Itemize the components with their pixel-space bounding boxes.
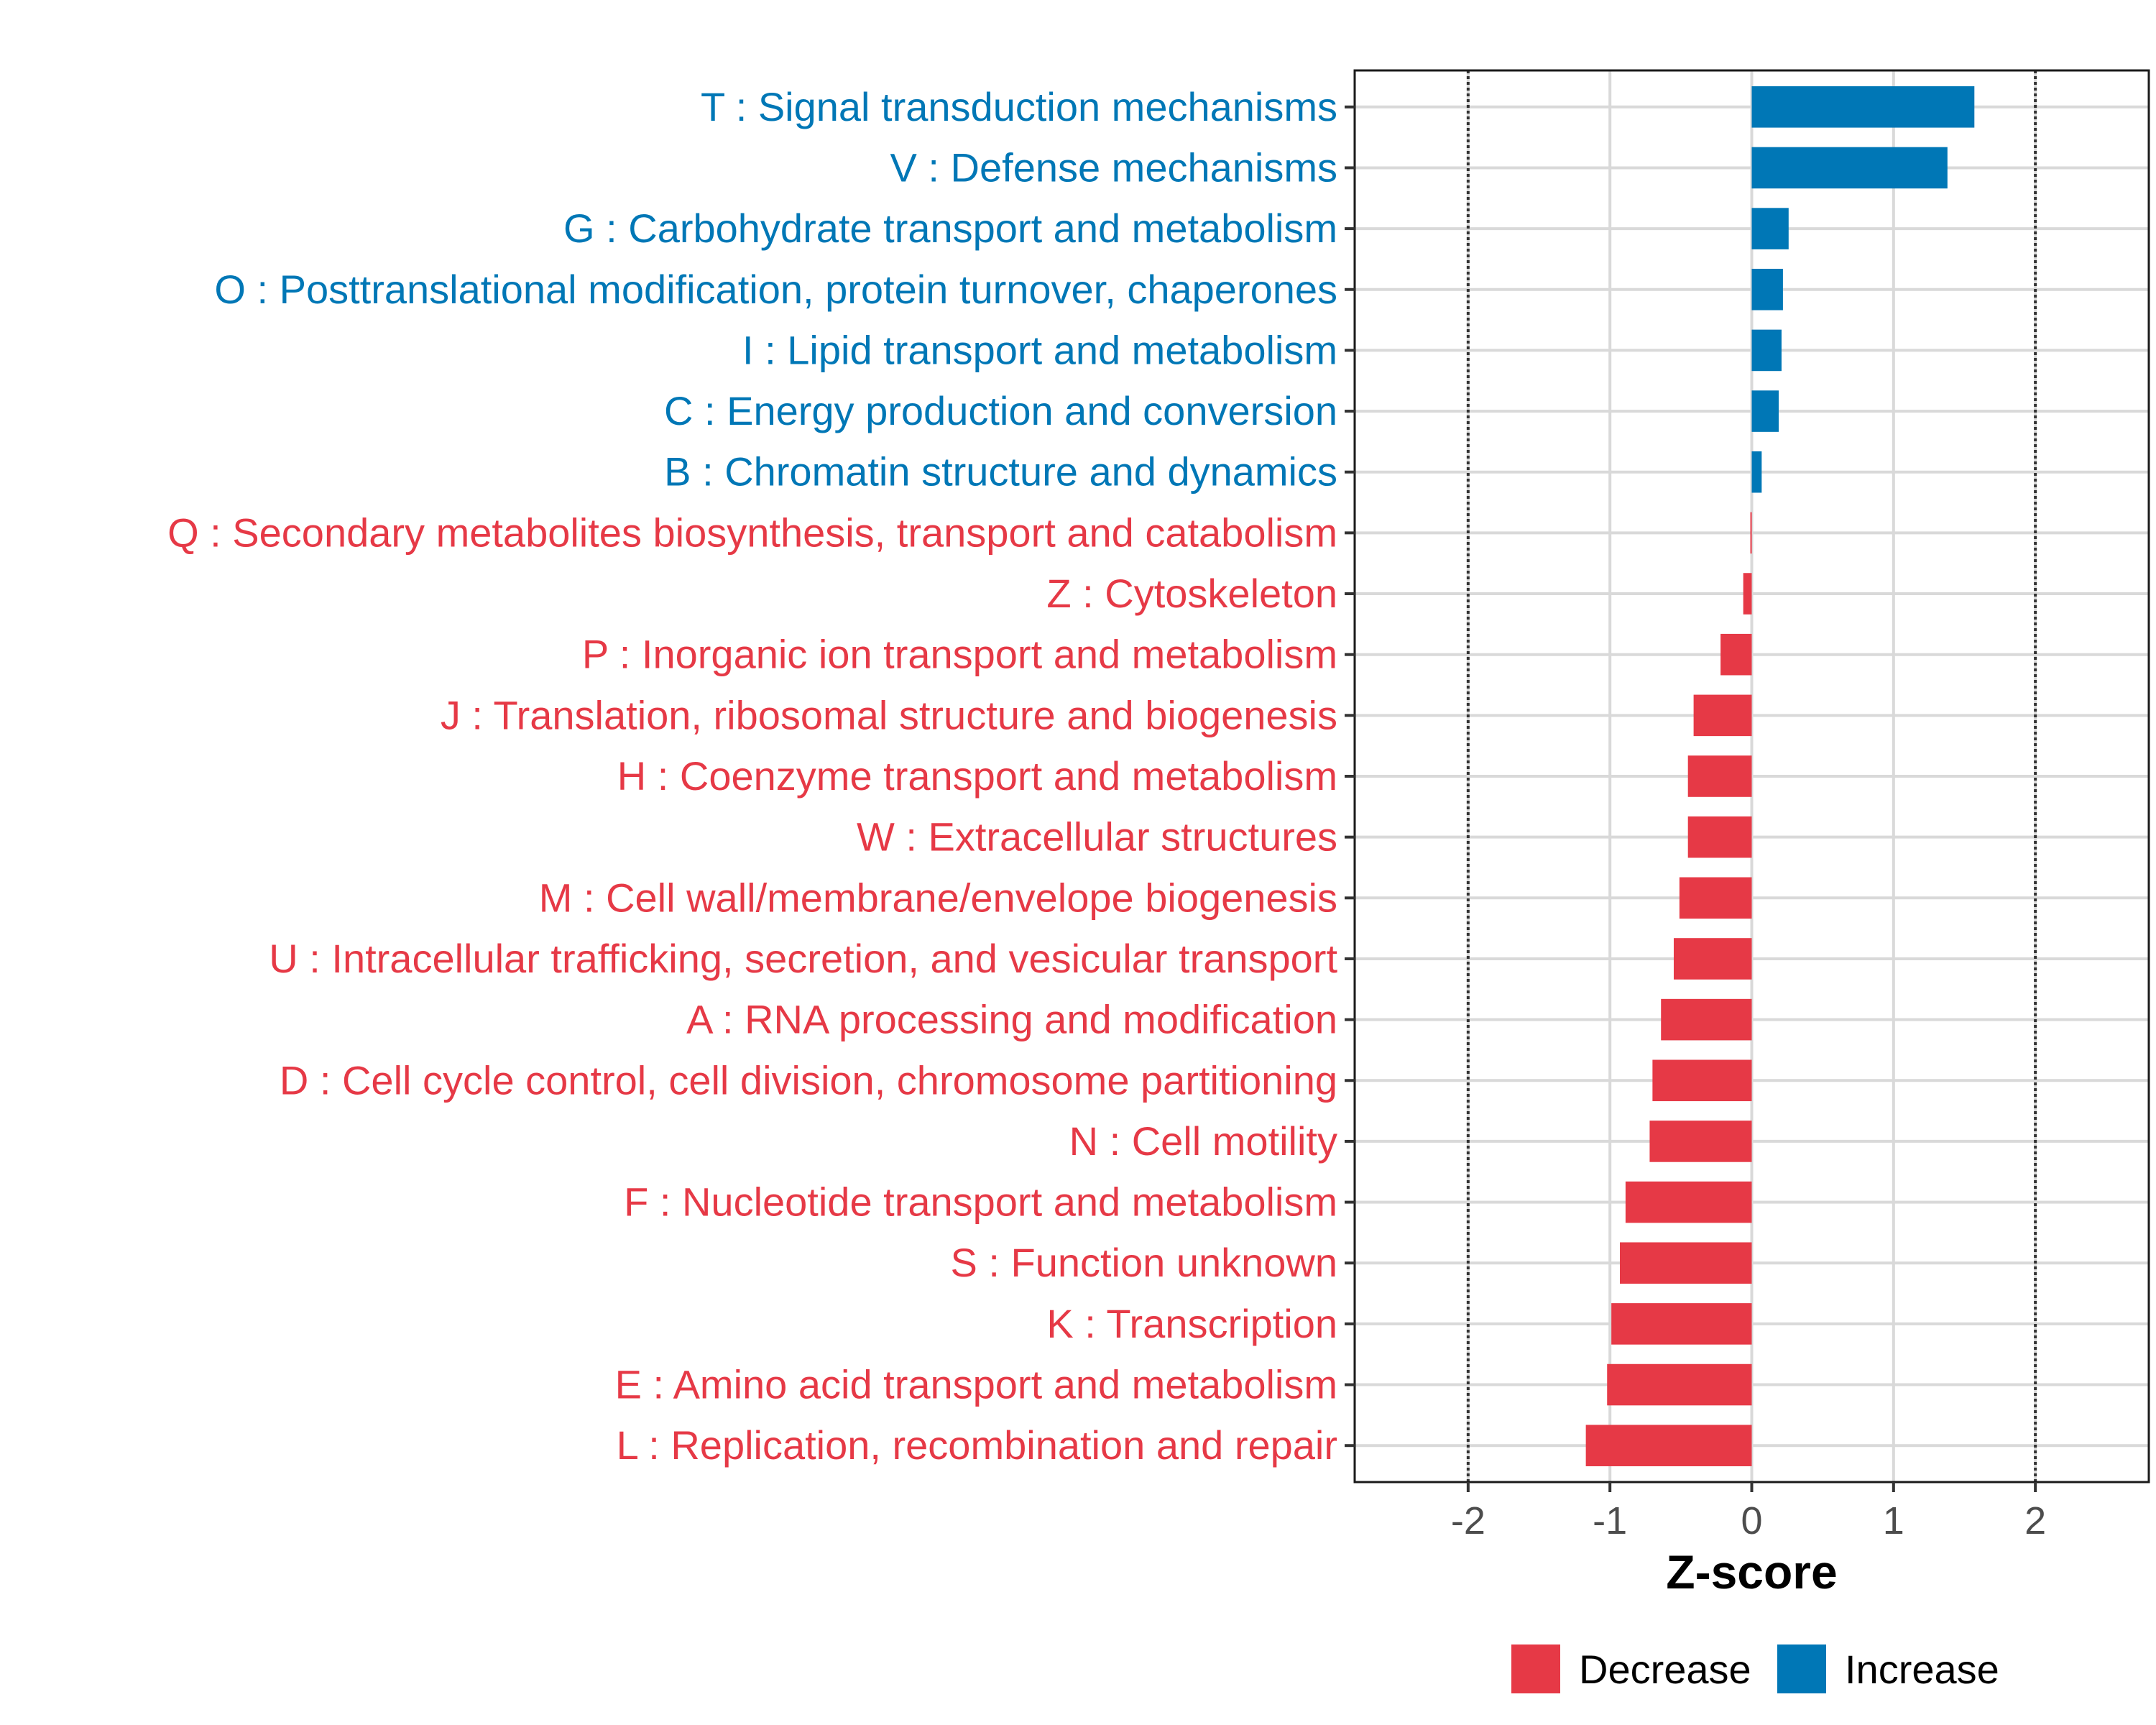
category-label: P : Inorganic ion transport and metaboli… xyxy=(582,632,1337,677)
bar xyxy=(1743,573,1752,615)
category-label: V : Defense mechanisms xyxy=(890,144,1337,190)
bar xyxy=(1625,1181,1752,1223)
x-axis-ticks xyxy=(1466,1482,2037,1492)
category-label: B : Chromatin structure and dynamics xyxy=(664,449,1337,494)
bar xyxy=(1611,1303,1752,1345)
bar xyxy=(1661,998,1752,1041)
legend-label-increase: Increase xyxy=(1845,1647,1999,1692)
bar xyxy=(1693,694,1752,737)
x-axis-title: Z-score xyxy=(1666,1545,1837,1598)
x-tick-label: -2 xyxy=(1451,1499,1485,1542)
bar xyxy=(1750,512,1752,554)
category-label: H : Coenzyme transport and metabolism xyxy=(617,753,1337,799)
category-label: D : Cell cycle control, cell division, c… xyxy=(280,1057,1337,1103)
category-label: I : Lipid transport and metabolism xyxy=(742,327,1337,372)
bar xyxy=(1607,1363,1752,1406)
bar xyxy=(1751,451,1762,493)
bar xyxy=(1751,147,1948,189)
x-axis-labels: -2 -1 0 1 2 xyxy=(1451,1499,2046,1542)
category-label: Z : Cytoskeleton xyxy=(1046,571,1337,616)
category-label: K : Transcription xyxy=(1046,1301,1337,1346)
bar xyxy=(1673,938,1752,980)
bar xyxy=(1652,1059,1752,1102)
x-tick-label: -1 xyxy=(1593,1499,1627,1542)
category-label: N : Cell motility xyxy=(1069,1118,1337,1164)
legend-key-decrease xyxy=(1511,1644,1560,1693)
category-label: U : Intracellular trafficking, secretion… xyxy=(269,936,1337,981)
bar-layer xyxy=(1585,86,1975,1466)
category-label: O : Posttranslational modification, prot… xyxy=(214,267,1337,312)
bar xyxy=(1751,86,1975,128)
category-label: G : Carbohydrate transport and metabolis… xyxy=(563,206,1337,251)
x-tick-label: 2 xyxy=(2024,1499,2046,1542)
category-label: E : Amino acid transport and metabolism xyxy=(615,1362,1337,1407)
category-label: Q : Secondary metabolites biosynthesis, … xyxy=(167,510,1337,555)
category-label: T : Signal transduction mechanisms xyxy=(701,84,1337,129)
y-axis-ticks xyxy=(1345,105,1355,1448)
legend: Decrease Increase xyxy=(1511,1644,1999,1693)
x-tick-label: 0 xyxy=(1741,1499,1762,1542)
legend-key-increase xyxy=(1777,1644,1826,1693)
bar xyxy=(1751,390,1779,432)
category-label: C : Energy production and conversion xyxy=(664,388,1337,433)
category-label: L : Replication, recombination and repai… xyxy=(617,1422,1337,1468)
category-label: J : Translation, ribosomal structure and… xyxy=(441,692,1337,737)
x-tick-label: 1 xyxy=(1883,1499,1904,1542)
category-label: S : Function unknown xyxy=(950,1240,1337,1285)
bar xyxy=(1649,1121,1752,1162)
bar xyxy=(1751,208,1789,249)
bar xyxy=(1679,877,1752,919)
bar xyxy=(1585,1425,1752,1466)
bar xyxy=(1687,755,1752,797)
category-label: F : Nucleotide transport and metabolism xyxy=(624,1179,1337,1225)
bar xyxy=(1720,633,1752,676)
legend-label-decrease: Decrease xyxy=(1579,1647,1751,1692)
category-label: W : Extracellular structures xyxy=(857,814,1337,860)
bar xyxy=(1619,1242,1752,1284)
y-axis-labels: T : Signal transduction mechanisms V : De… xyxy=(167,84,1337,1468)
bar xyxy=(1751,329,1782,372)
category-label: A : RNA processing and modification xyxy=(686,997,1337,1042)
bar xyxy=(1751,268,1783,310)
bar xyxy=(1687,816,1752,858)
category-label: M : Cell wall/membrane/envelope biogenes… xyxy=(539,875,1337,920)
